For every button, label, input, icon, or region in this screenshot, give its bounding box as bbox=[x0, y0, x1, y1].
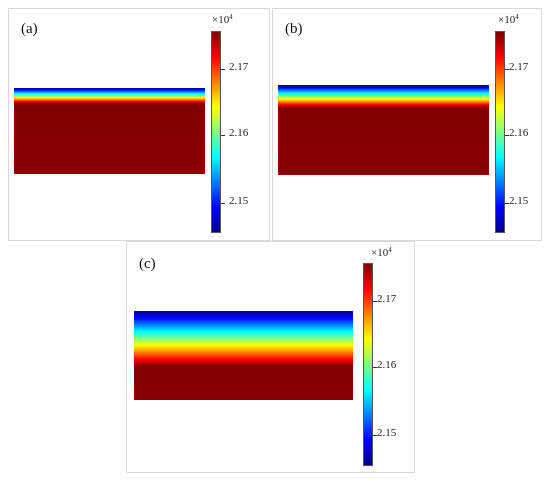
colorbar-tick-b-0: 2.17 bbox=[509, 61, 529, 73]
colorbar-tickmark-a-0 bbox=[221, 69, 225, 70]
colorbar-multiplier-base-c: ×10 bbox=[371, 247, 389, 259]
panel-a: (a) ×104 2.17 2.16 2.15 bbox=[8, 8, 270, 241]
panel-b: (b) ×104 2.17 2.16 2.15 bbox=[272, 8, 542, 241]
colorbar-tick-a-2: 2.15 bbox=[229, 195, 249, 207]
colorbar-tick-c-2: 2.15 bbox=[377, 427, 397, 439]
colorbar-tickmark-b-2 bbox=[505, 203, 509, 204]
colorbar-a bbox=[211, 31, 221, 233]
field-map-b bbox=[278, 85, 489, 175]
colorbar-tickmark-a-2 bbox=[221, 203, 225, 204]
field-map-a bbox=[14, 88, 205, 174]
colorbar-tick-c-0: 2.17 bbox=[377, 293, 397, 305]
colorbar-multiplier-exp-b: 4 bbox=[515, 13, 519, 21]
colorbar-multiplier-c: ×104 bbox=[371, 246, 392, 259]
colorbar-b bbox=[495, 31, 505, 233]
colorbar-tick-a-1: 2.16 bbox=[229, 127, 249, 139]
panel-c: (c) ×104 2.17 2.16 2.15 bbox=[126, 241, 415, 473]
colorbar-tickmark-a-1 bbox=[221, 135, 225, 136]
panel-label-b: (b) bbox=[285, 21, 303, 37]
colorbar-tickmark-c-2 bbox=[373, 435, 377, 436]
colorbar-tick-a-0: 2.17 bbox=[229, 61, 249, 73]
colorbar-tick-b-2: 2.15 bbox=[509, 195, 529, 207]
colorbar-tickmark-b-0 bbox=[505, 69, 509, 70]
colorbar-tick-b-1: 2.16 bbox=[509, 127, 529, 139]
colorbar-tickmark-b-1 bbox=[505, 135, 509, 136]
panel-label-a: (a) bbox=[21, 21, 38, 37]
colorbar-c bbox=[363, 263, 373, 466]
colorbar-multiplier-base-a: ×10 bbox=[212, 14, 230, 26]
colorbar-tickmark-c-1 bbox=[373, 367, 377, 368]
colorbar-multiplier-exp-a: 4 bbox=[229, 13, 233, 21]
colorbar-tickmark-c-0 bbox=[373, 301, 377, 302]
colorbar-multiplier-base-b: ×10 bbox=[498, 14, 516, 26]
panel-label-c: (c) bbox=[139, 256, 156, 272]
field-map-c bbox=[134, 311, 353, 400]
colorbar-multiplier-exp-c: 4 bbox=[388, 246, 392, 254]
colorbar-multiplier-b: ×104 bbox=[498, 13, 519, 26]
colorbar-multiplier-a: ×104 bbox=[212, 13, 233, 26]
colorbar-tick-c-1: 2.16 bbox=[377, 359, 397, 371]
